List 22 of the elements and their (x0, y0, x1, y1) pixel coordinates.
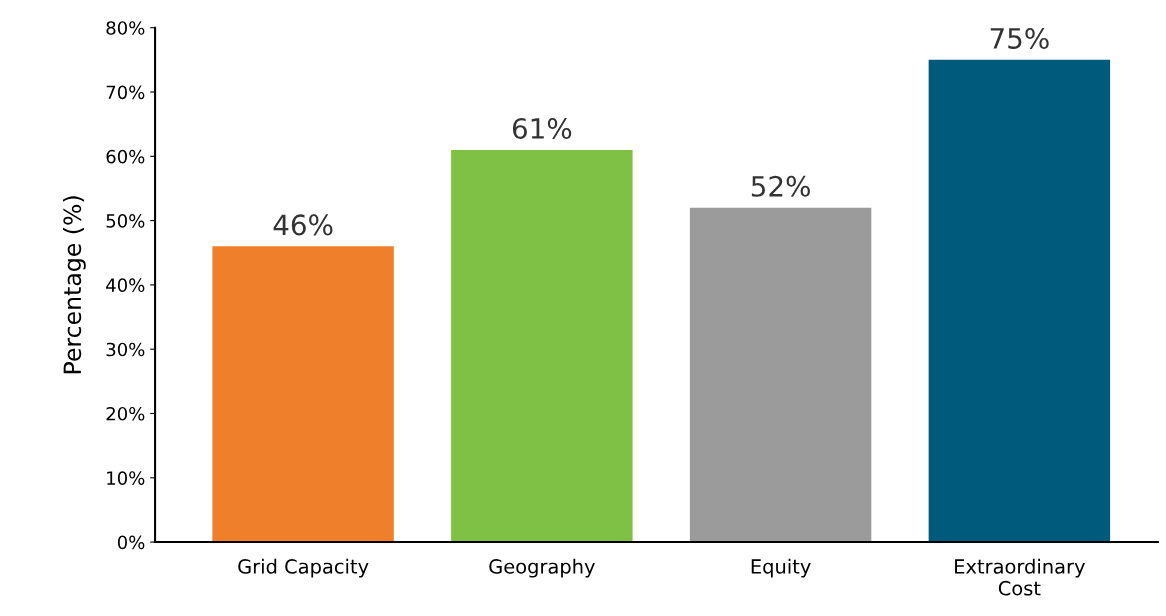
data-label: 46% (273, 214, 333, 236)
bar (689, 207, 872, 543)
y-tick-label: 40% (106, 278, 145, 293)
data-label: 61% (512, 117, 572, 139)
x-tick-label: Extraordinary Cost (955, 558, 1085, 596)
data-label: 75% (990, 27, 1049, 49)
y-tick-label: 70% (106, 85, 145, 100)
y-tick-label: 80% (106, 21, 145, 35)
data-label: 52% (751, 175, 810, 197)
y-tick-label: 30% (106, 342, 145, 357)
bar (928, 59, 1111, 543)
x-tick-label: Geography (489, 558, 595, 578)
bar (451, 149, 633, 543)
y-tick-label: 10% (107, 471, 145, 485)
x-tick-label: Equity (751, 558, 811, 578)
y-axis-title: Percentage (%) (62, 196, 86, 374)
x-tick-label: Grid Capacity (238, 558, 369, 578)
bar (212, 246, 394, 543)
y-tick-label: 60% (106, 149, 145, 164)
y-tick-label: 50% (106, 214, 145, 228)
y-tick-label: 0% (117, 535, 145, 550)
y-tick-label: 20% (106, 406, 145, 421)
